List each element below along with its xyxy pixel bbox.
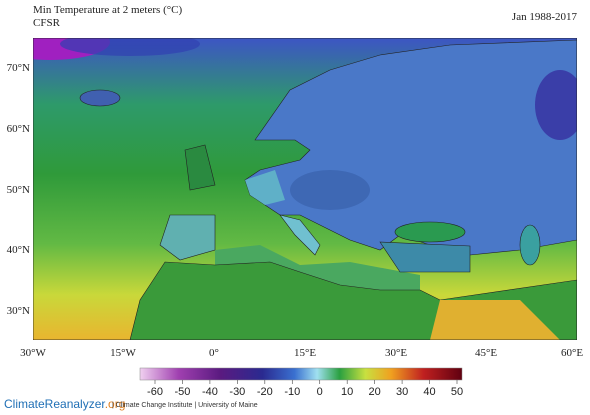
colorbar-tick-label: 20 [369, 386, 381, 398]
colorbar-tick-label: -60 [147, 386, 163, 398]
lon-label: 15°W [110, 347, 136, 359]
colorbar-tick-label: 50 [451, 386, 463, 398]
footer-credits: | Climate Change Institute | University … [112, 402, 258, 409]
lat-label: 40°N [7, 244, 30, 256]
arabia [430, 300, 560, 340]
source: CFSR [33, 17, 61, 29]
colorbar-tick-label: 0 [317, 386, 323, 398]
title: Min Temperature at 2 meters (°C) [33, 4, 182, 16]
black-sea [394, 221, 466, 243]
colorbar-tick-label: -40 [202, 386, 218, 398]
colorbar-tick-label: 40 [423, 386, 435, 398]
colorbar [139, 367, 463, 381]
period: Jan 1988-2017 [512, 11, 578, 23]
lat-label: 30°N [7, 305, 30, 317]
land-shade [290, 170, 370, 210]
lat-label: 70°N [7, 62, 30, 74]
colorbar-tick-label: -20 [257, 386, 273, 398]
iceland [79, 89, 121, 107]
lon-label: 60°E [561, 347, 583, 359]
france [245, 170, 285, 205]
cold-region [535, 70, 577, 140]
britain [184, 144, 216, 191]
lat-label: 50°N [7, 184, 30, 196]
lon-label: 15°E [294, 347, 316, 359]
footer-site: ClimateReanalyzer.org [4, 397, 125, 411]
colorbar-tick-label: -10 [284, 386, 300, 398]
lat-labels: 70°N 60°N 50°N 40°N 30°N [7, 62, 30, 317]
mediterranean [215, 245, 420, 290]
map [33, 38, 577, 340]
lon-label: 45°E [475, 347, 497, 359]
colorbar-tick-label: 30 [396, 386, 408, 398]
cold-region [60, 38, 200, 56]
lon-label: 30°E [385, 347, 407, 359]
site-tld: .org [105, 397, 126, 411]
lat-label: 60°N [7, 123, 30, 135]
site-name: ClimateReanalyzer [4, 397, 105, 411]
lon-label: 30°W [20, 347, 46, 359]
lon-labels: 30°W 15°W 0° 15°E 30°E 45°E 60°E [20, 347, 583, 359]
italy [279, 214, 321, 256]
colorbar-tick-label: -50 [175, 386, 191, 398]
colorbar-tick-label: -30 [229, 386, 245, 398]
caspian [519, 224, 541, 266]
colorbar-ticks: -60 -50 -40 -30 -20 -10 0 10 20 30 40 50 [147, 380, 463, 398]
colorbar-tick-label: 10 [341, 386, 353, 398]
iberia [159, 214, 216, 261]
turkey [379, 241, 471, 273]
lon-label: 0° [209, 347, 219, 359]
